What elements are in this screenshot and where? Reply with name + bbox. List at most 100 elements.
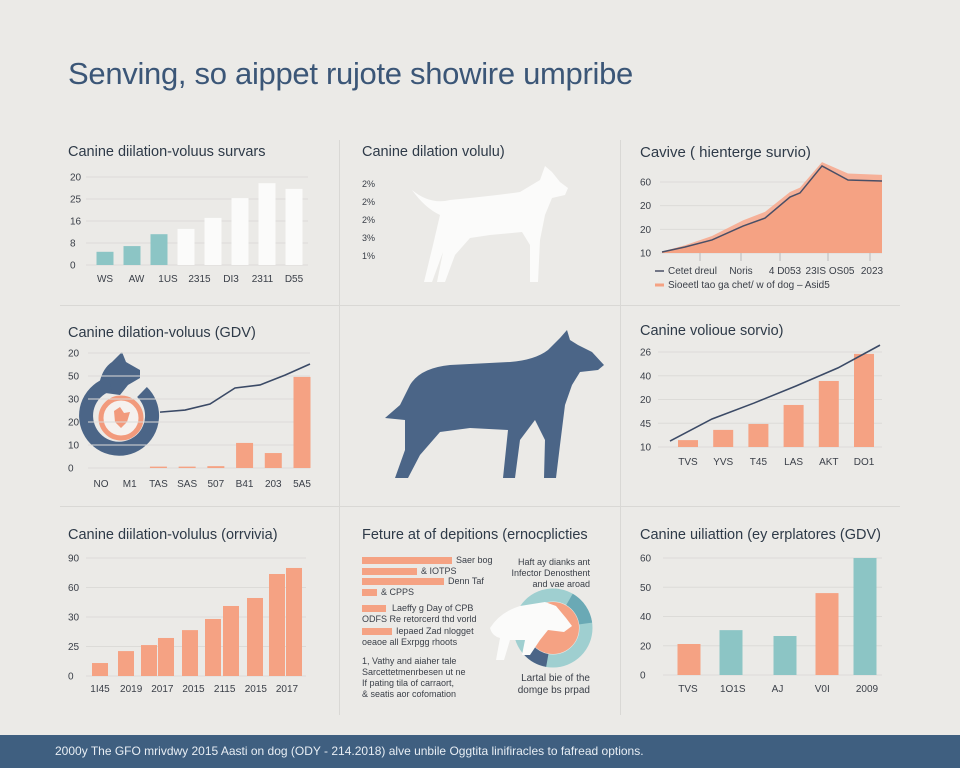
x-tick-label: 2019 [120, 684, 143, 695]
feature-bar [362, 588, 377, 596]
bar [818, 380, 839, 447]
bar [269, 573, 285, 676]
x-tick-label: AW [129, 274, 145, 285]
x-tick-label: 2009 [856, 684, 879, 695]
legend-label: Sioeetl tao ga chet/ w of dog – Asid5 [668, 280, 830, 291]
y-tick-label: 40 [640, 612, 652, 623]
percent-label: 3% [362, 233, 375, 243]
bar [678, 440, 698, 447]
bar [247, 597, 263, 676]
y-tick-label: 90 [68, 554, 80, 565]
y-tick-label: 20 [640, 395, 652, 406]
donut-icon [490, 588, 593, 668]
feature-text: Iepaed Zad nlogget [396, 626, 474, 636]
bar [677, 643, 701, 675]
dog-silhouette-icon [490, 602, 572, 660]
y-tick-label: 20 [68, 418, 80, 429]
x-tick-label: 2015 [182, 684, 205, 695]
x-tick-label: 4 D053 [769, 266, 802, 277]
y-tick-label: 16 [70, 217, 82, 228]
x-tick-label: YVS [713, 457, 733, 468]
bar [182, 630, 198, 676]
x-tick-label: 1US [158, 274, 178, 285]
bar [293, 376, 311, 468]
bar [815, 593, 839, 675]
chart-title: Canine diilation-volulus (orrvivia) [68, 527, 278, 543]
x-tick-label: DO1 [854, 457, 875, 468]
y-tick-label: 20 [70, 173, 82, 184]
feature-paragraph-line: & seatis aor cofomation [362, 689, 457, 699]
x-tick-label: 2311 [252, 274, 274, 285]
feature-note: domge bs prpad [517, 685, 590, 696]
y-tick-label: 30 [68, 613, 80, 624]
y-tick-label: 10 [640, 443, 652, 454]
chart-title: Canine diilation-voluus survars [68, 144, 266, 160]
chart-title: Canine dilation-voluus (GDV) [68, 325, 256, 341]
trend-line [669, 344, 881, 442]
feature-bar-label: Saer bog [456, 555, 493, 565]
bar [92, 663, 108, 676]
bar [236, 442, 254, 468]
footer-text: 2000y The GFO mrivdwy 2015 Aasti on dog … [55, 744, 644, 758]
bar [223, 605, 239, 676]
bar [150, 234, 168, 265]
trend-line [159, 363, 311, 413]
y-tick-label: 20 [640, 225, 652, 236]
footer-bar: 2000y The GFO mrivdwy 2015 Aasti on dog … [0, 735, 960, 768]
bar [118, 651, 134, 676]
bar [123, 246, 141, 265]
x-tick-label: 23IS OS05 [806, 266, 855, 277]
y-tick-label: 26 [640, 348, 652, 359]
percent-label: 1% [362, 251, 375, 261]
y-tick-label: 20 [640, 201, 652, 212]
legend-label: Cetet dreul [668, 266, 717, 277]
feature-bar [362, 567, 417, 575]
bar [205, 618, 221, 676]
x-tick-label: 5A5 [293, 479, 311, 490]
area-fill [662, 165, 882, 253]
y-tick-label: 50 [640, 583, 652, 594]
feature-bar-label: & CPPS [381, 586, 415, 597]
chart-title: Canine dilation volulu) [362, 144, 505, 160]
x-tick-label: 203 [265, 479, 282, 490]
x-tick-label: V0I [815, 684, 830, 695]
x-tick-label: AJ [772, 684, 784, 695]
bar [207, 466, 225, 468]
x-tick-label: TAS [149, 479, 168, 490]
bar [204, 217, 222, 265]
divider [60, 305, 900, 306]
feature-bar [362, 578, 444, 585]
bar [178, 466, 196, 468]
x-tick-label: T45 [750, 457, 768, 468]
feature-paragraph-line: 1, Vathy and aiaher tale [362, 656, 457, 666]
y-tick-label: 25 [70, 195, 82, 206]
bar [783, 404, 804, 447]
y-tick-label: 10 [68, 441, 80, 452]
feature-text: ODFS Re retorcerd thd vorld [362, 614, 477, 624]
y-tick-label: 0 [640, 671, 646, 682]
feature-text: Laeffy g Day of CPB [392, 603, 474, 613]
chart-title: Canine uiliattion (ey erplatores (GDV) [640, 527, 881, 543]
x-tick-label: 1I45 [90, 684, 110, 695]
bar [853, 558, 877, 675]
bar [713, 429, 734, 447]
feature-bar-label: & IOTPS [421, 565, 457, 576]
dog-stomach-icon [79, 352, 160, 456]
y-tick-label: 8 [70, 239, 76, 250]
chart-title: Feture at of depitions (ernocplicties [362, 527, 588, 543]
page-title: Senving, so aippet rujote showire umprib… [68, 56, 633, 91]
y-tick-label: 60 [640, 178, 652, 189]
bar [177, 228, 195, 265]
x-tick-label: 1O1S [720, 684, 746, 695]
bar [231, 198, 249, 265]
bar [264, 453, 282, 468]
feature-bar [362, 557, 452, 564]
y-tick-label: 60 [68, 583, 80, 594]
bar [258, 183, 276, 265]
percent-label: 2% [362, 197, 375, 207]
x-tick-label: LAS [784, 457, 803, 468]
feature-note: Haft ay dianks ant [517, 557, 590, 567]
x-tick-label: 2023 [861, 266, 884, 277]
chart-title: Cavive ( hienterge survio) [640, 144, 811, 161]
x-tick-label: 2115 [214, 684, 236, 695]
